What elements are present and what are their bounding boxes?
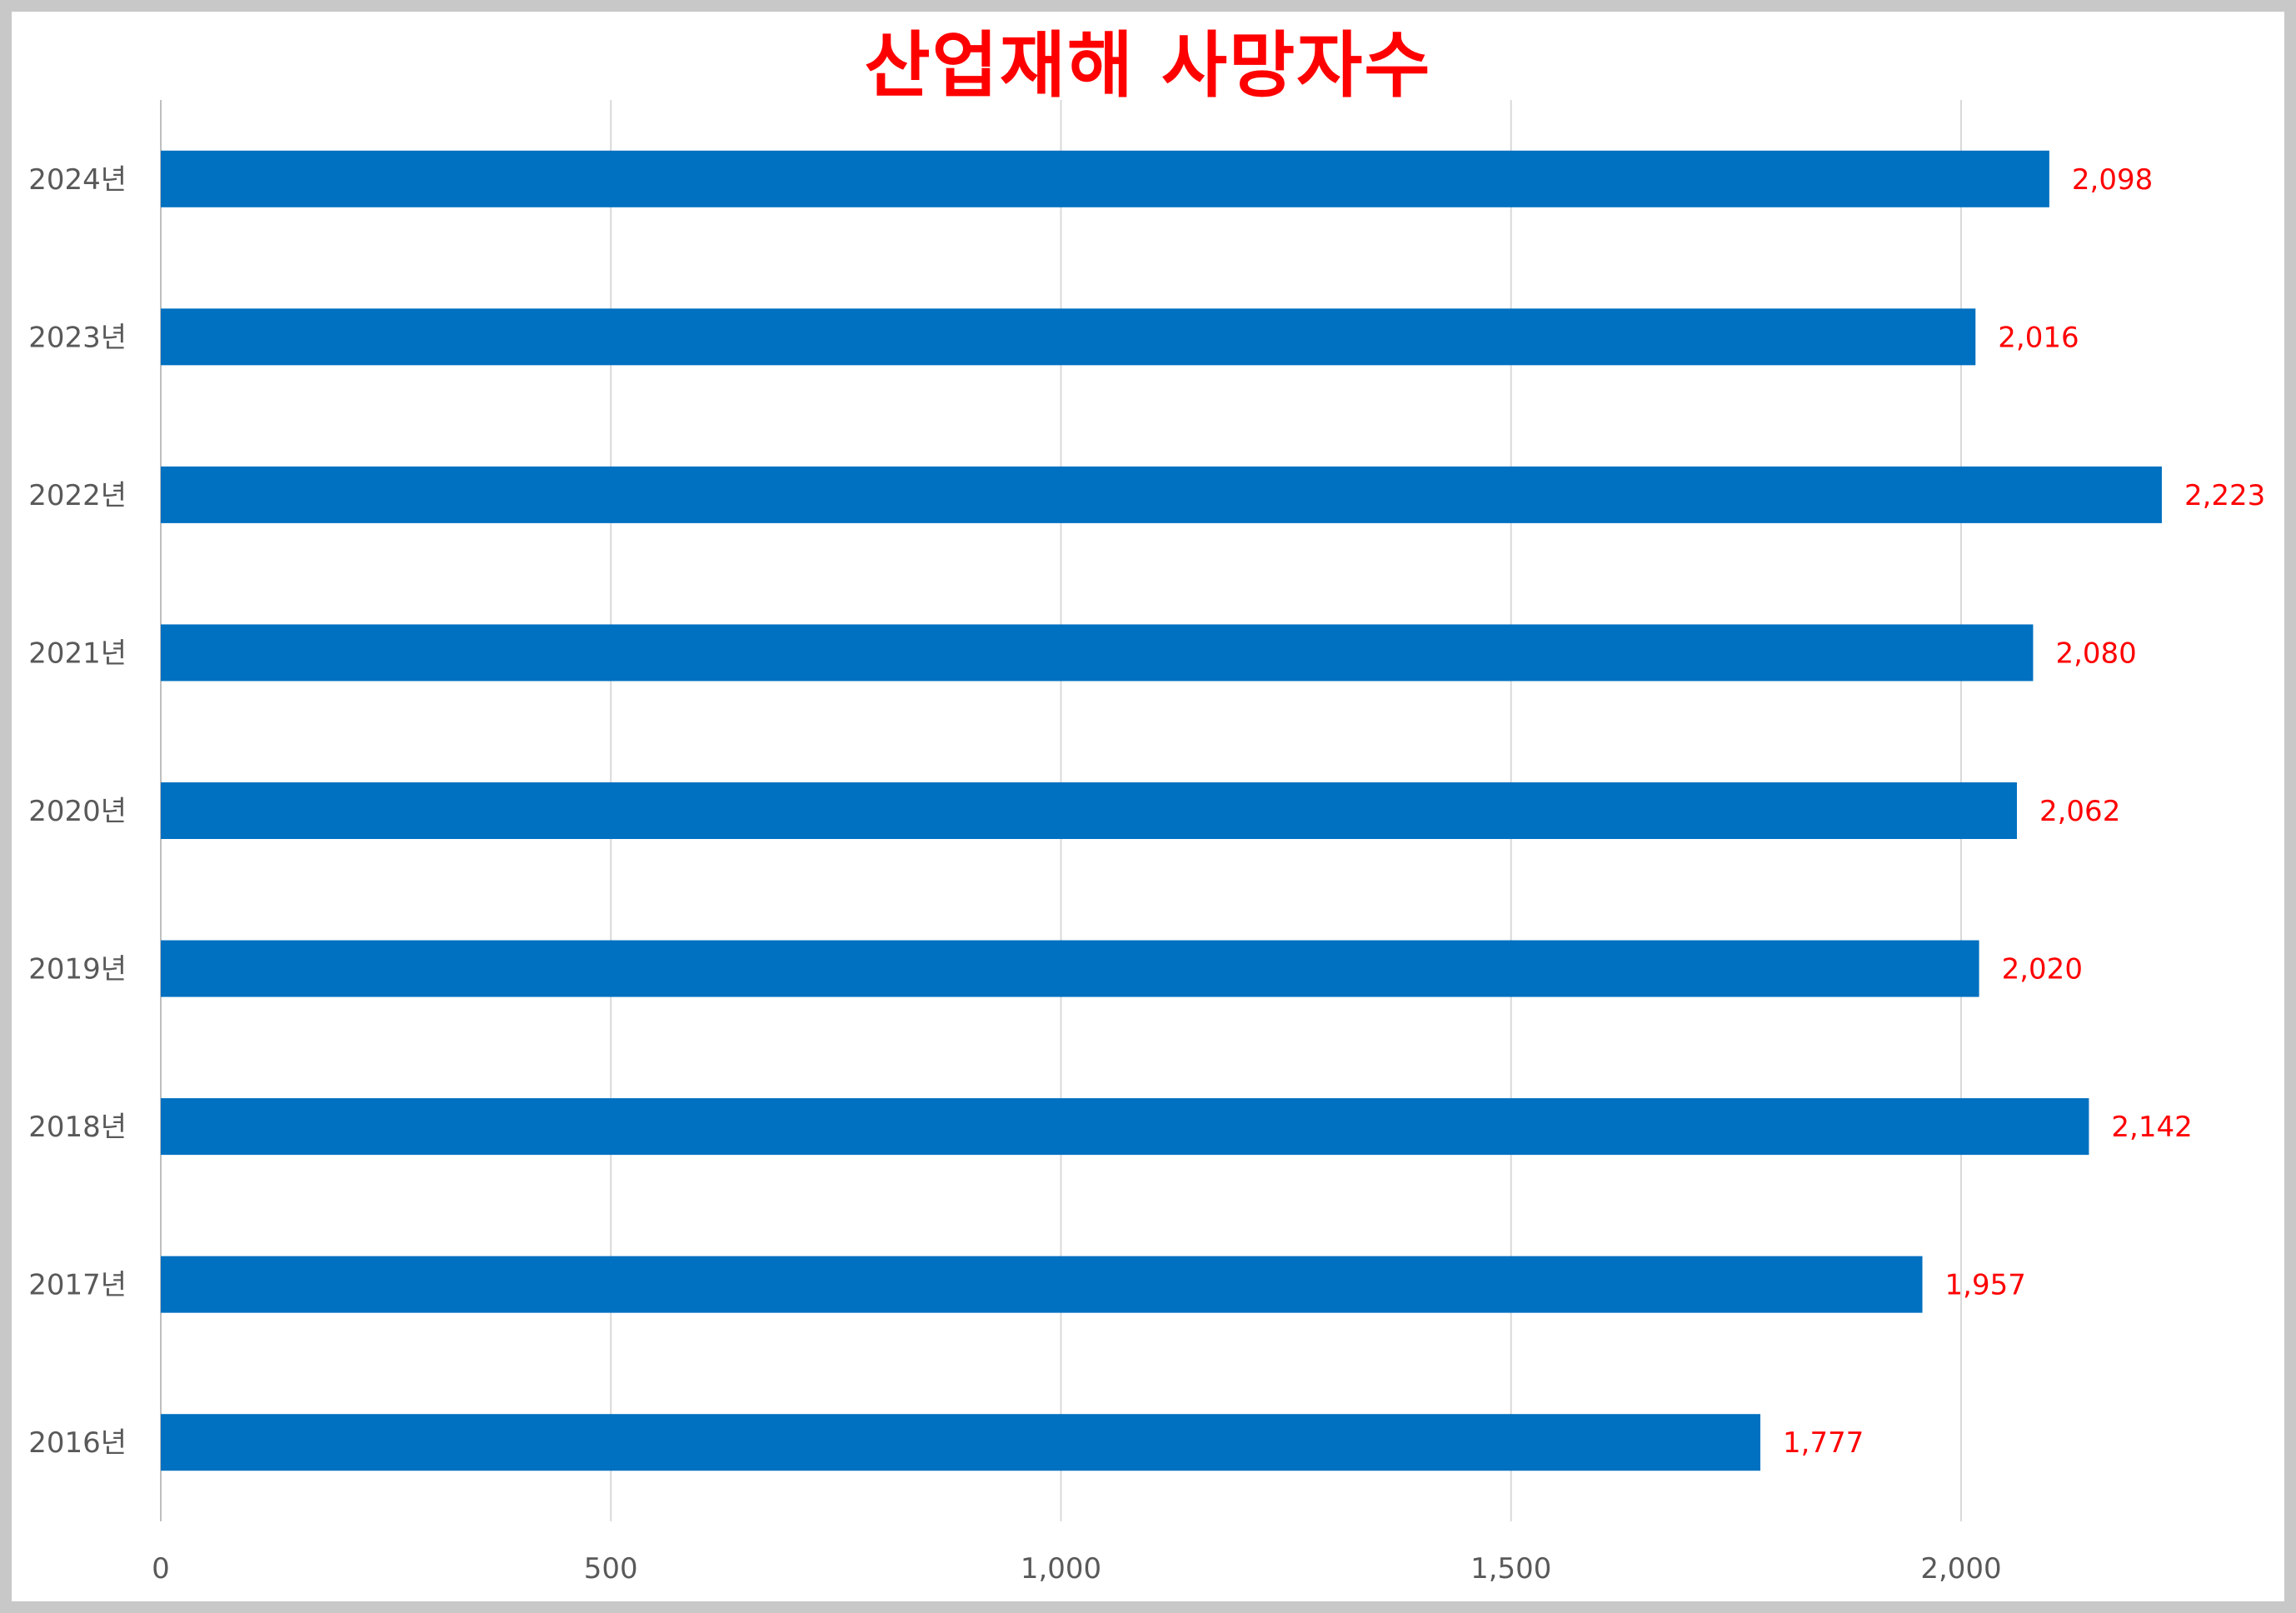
data-label: 2,223 <box>2184 479 2265 512</box>
y-tick-label: 2024년 <box>28 163 127 197</box>
bar <box>161 1414 1761 1471</box>
bar <box>161 782 2017 839</box>
x-tick-label: 0 <box>152 1552 170 1586</box>
bars <box>161 150 2162 1471</box>
y-tick-label: 2021년 <box>28 637 127 670</box>
data-label: 1,777 <box>1783 1426 1864 1460</box>
data-label: 2,080 <box>2055 637 2136 670</box>
bar <box>161 150 2049 207</box>
bar <box>161 1098 2089 1156</box>
y-tick-label: 2016년 <box>28 1426 127 1460</box>
chart-title: 산업재해 사망자수 <box>864 24 1432 107</box>
data-label: 2,062 <box>2039 795 2120 828</box>
data-label: 1,957 <box>1945 1269 2026 1302</box>
x-tick-label: 500 <box>584 1552 638 1586</box>
x-tick-label: 1,500 <box>1470 1552 1551 1586</box>
x-tick-label: 2,000 <box>1920 1552 2001 1586</box>
y-tick-label: 2023년 <box>28 321 127 354</box>
data-label: 2,020 <box>2002 953 2083 986</box>
bar <box>161 940 1979 997</box>
y-tick-label: 2020년 <box>28 795 127 828</box>
bar <box>161 466 2162 523</box>
data-label: 2,016 <box>1998 321 2079 354</box>
data-label: 2,142 <box>2111 1111 2192 1144</box>
y-tick-label: 2019년 <box>28 953 127 986</box>
bar <box>161 308 1976 366</box>
y-tick-label: 2017년 <box>28 1269 127 1302</box>
y-tick-label: 2018년 <box>28 1111 127 1144</box>
bar <box>161 624 2034 682</box>
data-label: 2,098 <box>2072 163 2153 197</box>
labels: 0 500 1,000 1,500 2,000 2024년 2,098 2023년 2,016 2… <box>28 163 2265 1586</box>
bar <box>161 1256 1923 1313</box>
x-tick-label: 1,000 <box>1021 1552 1101 1586</box>
y-tick-label: 2022년 <box>28 479 127 512</box>
